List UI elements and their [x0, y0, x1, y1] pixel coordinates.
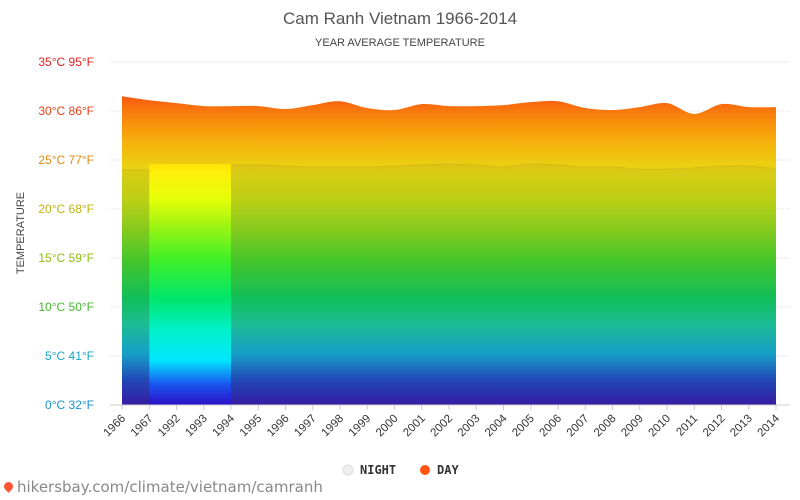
x-tick-label: 2011 [674, 413, 700, 439]
night-area [122, 169, 150, 405]
location-pin-icon [2, 480, 15, 493]
y-tick-label: 0°C 32°F [45, 398, 94, 412]
x-axis-ticks: 1966 1967 1992 1993 1994 1995 1996 1997 1998 1999… [102, 405, 783, 439]
night-band [122, 163, 777, 405]
chart-title: Cam Ranh Vietnam 1966-2014 [283, 9, 517, 28]
x-tick-label: 2007 [565, 413, 592, 440]
y-tick-label: 15°C 59°F [38, 251, 94, 265]
x-tick-label: 2001 [401, 413, 428, 440]
legend-marker [420, 465, 430, 475]
y-tick-label: 25°C 77°F [38, 153, 94, 167]
x-tick-label: 2014 [756, 412, 783, 439]
y-tick-label: 20°C 68°F [38, 202, 94, 216]
source-link[interactable]: hikersbay.com/climate/vietnam/camranh [17, 478, 323, 496]
x-tick-label: 2002 [429, 413, 456, 440]
x-tick-label: 2006 [538, 413, 565, 440]
x-tick-label: 1992 [156, 413, 183, 440]
y-tick-label: 10°C 50°F [38, 300, 94, 314]
chart-areas [122, 96, 776, 406]
night-line [230, 163, 777, 170]
x-tick-label: 1998 [320, 413, 347, 440]
y-tick-label: 35°C 95°F [38, 55, 94, 69]
night-area [231, 163, 776, 405]
source-footer[interactable]: hikersbay.com/climate/vietnam/camranh [2, 478, 323, 496]
x-tick-label: 2009 [619, 413, 646, 440]
x-tick-label: 1996 [265, 413, 292, 440]
x-tick-label: 1997 [292, 413, 319, 440]
day-area [122, 96, 776, 406]
legend-label: NIGHT [360, 463, 396, 477]
y-axis-ticks: 0°C 32°F 5°C 41°F 10°C 50°F 15°C 59°F 20°C 6… [38, 55, 94, 412]
x-tick-label: 2000 [374, 413, 401, 440]
x-tick-label: 1994 [211, 412, 238, 439]
x-tick-label: 2005 [510, 413, 537, 440]
y-tick-label: 5°C 41°F [45, 349, 94, 363]
x-tick-label: 2012 [701, 413, 728, 440]
y-axis-label: TEMPERATURE [15, 192, 27, 274]
y-tick-label: 30°C 86°F [38, 104, 94, 118]
x-tick-label: 2004 [483, 412, 510, 439]
x-tick-label: 1993 [183, 413, 210, 440]
x-tick-label: 2010 [647, 413, 674, 440]
night-gap-area [149, 163, 231, 405]
x-tick-label: 1967 [129, 413, 156, 440]
x-tick-label: 2008 [592, 413, 619, 440]
legend: NIGHT DAY [342, 463, 459, 477]
x-tick-label: 1995 [238, 413, 265, 440]
x-tick-label: 2013 [728, 413, 755, 440]
legend-marker [342, 464, 354, 476]
x-tick-label: 1966 [102, 413, 129, 440]
x-tick-label: 2003 [456, 413, 483, 440]
chart-subtitle: YEAR AVERAGE TEMPERATURE [315, 37, 485, 49]
legend-label: DAY [437, 463, 459, 477]
x-tick-label: 1999 [347, 413, 374, 440]
